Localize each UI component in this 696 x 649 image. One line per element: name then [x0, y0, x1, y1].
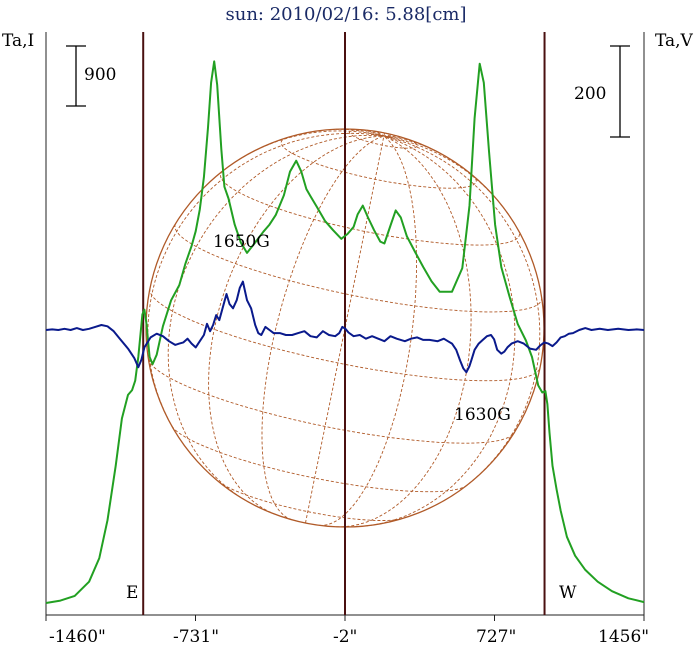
- grid-line: [147, 132, 384, 433]
- polarization-series-line: [45, 280, 645, 374]
- x-tick-label: -2": [333, 627, 357, 647]
- grid-line: [383, 135, 541, 491]
- grid-line: [330, 128, 385, 137]
- chart-title: sun: 2010/02/16: 5.88[cm]: [225, 4, 466, 25]
- west-limb-label: W: [559, 583, 577, 603]
- grid-line: [336, 135, 472, 528]
- left-scale-bar: 900: [66, 45, 116, 107]
- left-axis-label: Ta,I: [2, 31, 34, 51]
- x-tick-label: 1456": [598, 627, 649, 647]
- east-limb-label: E: [126, 583, 138, 603]
- grid-line: [383, 135, 411, 141]
- x-tick-label: 727": [476, 627, 516, 647]
- grid-line: [305, 136, 385, 523]
- grid-line: [218, 481, 402, 521]
- left-scale-label: 900: [84, 65, 116, 85]
- x-ticks: -1460" -731" -2" 727" 1456": [49, 627, 649, 647]
- grid-line: [171, 425, 467, 493]
- right-scale-label: 200: [574, 84, 606, 104]
- annotation-1630g: 1630G: [454, 405, 511, 425]
- grid-line: [358, 129, 385, 137]
- vertical-lines: [142, 32, 546, 615]
- grid-line: [261, 135, 385, 521]
- grid-line: [319, 135, 417, 526]
- x-tick-label: -731": [173, 627, 219, 647]
- grid-line: [147, 358, 515, 444]
- series-group: [45, 60, 645, 604]
- grid-line: [383, 135, 436, 152]
- annotation-1650g: 1650G: [213, 232, 270, 252]
- grid-line: [364, 135, 516, 527]
- x-tick-label: -1460": [49, 627, 106, 647]
- grid-line: [208, 135, 384, 515]
- right-scale-bar: 200: [574, 45, 630, 138]
- right-axis-label: Ta,V: [655, 31, 694, 51]
